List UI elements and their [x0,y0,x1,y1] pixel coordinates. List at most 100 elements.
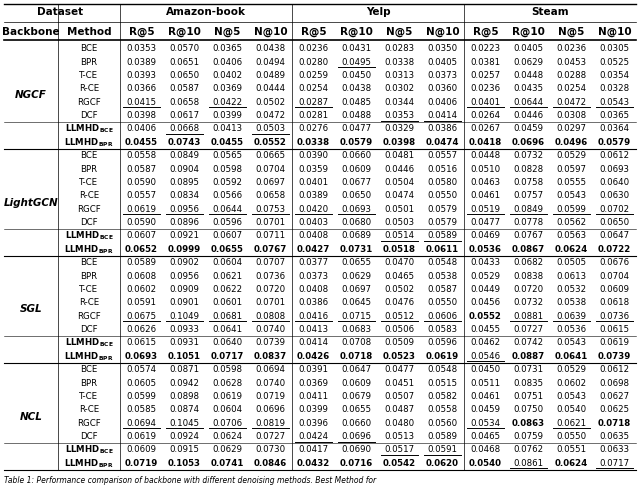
Text: 0.0540: 0.0540 [556,406,587,414]
Text: 0.0381: 0.0381 [470,58,500,66]
Text: 0.0640: 0.0640 [600,178,630,187]
Text: 0.0739: 0.0739 [255,339,285,347]
Text: 0.0633: 0.0633 [600,446,630,454]
Text: N@10: N@10 [253,27,287,37]
Text: 0.0881: 0.0881 [513,312,543,321]
Text: 0.0433: 0.0433 [470,258,500,267]
Text: 0.0468: 0.0468 [470,446,500,454]
Text: 0.0254: 0.0254 [556,84,587,93]
Text: 0.0390: 0.0390 [298,151,328,160]
Text: 0.0808: 0.0808 [255,312,285,321]
Text: 0.0742: 0.0742 [513,339,543,347]
Text: 0.0609: 0.0609 [342,164,371,174]
Text: 0.0598: 0.0598 [212,365,243,374]
Text: 0.0504: 0.0504 [385,178,415,187]
Text: 0.0647: 0.0647 [600,231,630,241]
Text: 0.0583: 0.0583 [428,325,458,334]
Text: 0.0446: 0.0446 [385,164,415,174]
Text: 0.0446: 0.0446 [513,111,543,120]
Text: NGCF: NGCF [15,90,47,101]
Text: 0.0236: 0.0236 [470,84,500,93]
Text: 0.0660: 0.0660 [341,419,372,427]
Text: 0.0507: 0.0507 [385,392,415,401]
Text: 0.0618: 0.0618 [600,298,630,307]
Text: 0.0582: 0.0582 [428,392,458,401]
Text: 0.0369: 0.0369 [298,379,328,387]
Text: 0.0350: 0.0350 [428,44,458,53]
Text: 0.0529: 0.0529 [470,271,500,281]
Text: 0.0736: 0.0736 [255,271,285,281]
Text: 0.0619: 0.0619 [212,392,243,401]
Text: SGL: SGL [20,305,42,314]
Text: 0.0365: 0.0365 [212,44,243,53]
Text: Dataset: Dataset [37,7,83,17]
Text: 0.0665: 0.0665 [255,151,285,160]
Text: 0.0399: 0.0399 [212,111,243,120]
Text: 0.0693: 0.0693 [600,164,630,174]
Text: $\bf{LLMHD}$$_{\bf{BCE}}$: $\bf{LLMHD}$$_{\bf{BCE}}$ [65,337,113,349]
Text: 0.0417: 0.0417 [298,446,328,454]
Text: 0.0543: 0.0543 [556,392,587,401]
Text: 0.0629: 0.0629 [342,271,371,281]
Text: 0.0506: 0.0506 [385,325,415,334]
Text: 0.0519: 0.0519 [470,204,500,214]
Text: 0.0399: 0.0399 [299,406,328,414]
Text: 0.0543: 0.0543 [556,339,587,347]
Text: 0.0359: 0.0359 [298,164,328,174]
Text: $\bf{LLMHD}$$_{\bf{BPR}}$: $\bf{LLMHD}$$_{\bf{BPR}}$ [64,136,114,148]
Text: 0.0283: 0.0283 [385,44,415,53]
Text: 0.0438: 0.0438 [341,84,372,93]
Text: 0.0753: 0.0753 [255,204,285,214]
Text: 0.0741: 0.0741 [211,459,244,468]
Text: 0.0344: 0.0344 [385,98,415,107]
Text: 0.0408: 0.0408 [298,231,328,241]
Text: 0.0655: 0.0655 [341,406,372,414]
Text: 0.0644: 0.0644 [212,204,243,214]
Text: 0.0702: 0.0702 [600,204,630,214]
Text: 0.0837: 0.0837 [254,352,287,361]
Text: 0.0639: 0.0639 [557,312,586,321]
Text: 0.0365: 0.0365 [600,111,630,120]
Text: 0.0901: 0.0901 [170,298,200,307]
Text: 0.0502: 0.0502 [255,98,285,107]
Text: 0.0719: 0.0719 [255,392,285,401]
Text: 0.0904: 0.0904 [170,164,200,174]
Text: 0.0751: 0.0751 [513,392,543,401]
Text: 0.0676: 0.0676 [600,258,630,267]
Text: 0.0587: 0.0587 [170,84,200,93]
Text: 0.0727: 0.0727 [255,432,285,441]
Text: 0.0628: 0.0628 [212,379,243,387]
Text: 0.0505: 0.0505 [556,258,587,267]
Text: 0.0574: 0.0574 [127,365,157,374]
Text: 0.0223: 0.0223 [470,44,500,53]
Text: 0.0716: 0.0716 [340,459,373,468]
Text: 0.0542: 0.0542 [383,459,416,468]
Text: 0.0254: 0.0254 [298,84,328,93]
Text: 0.0589: 0.0589 [428,432,458,441]
Text: 0.0612: 0.0612 [600,151,630,160]
Text: 0.0606: 0.0606 [428,312,458,321]
Text: 0.0444: 0.0444 [255,84,285,93]
Text: LightGCN: LightGCN [4,198,58,207]
Text: 0.0652: 0.0652 [125,245,158,254]
Text: 0.0596: 0.0596 [212,218,243,227]
Text: 0.0449: 0.0449 [470,285,500,294]
Text: 0.0819: 0.0819 [255,419,285,427]
Text: 0.0739: 0.0739 [598,352,631,361]
Text: 0.0503: 0.0503 [255,124,285,133]
Text: 0.0867: 0.0867 [512,245,545,254]
Text: 0.0416: 0.0416 [298,312,328,321]
Text: 0.0455: 0.0455 [211,138,244,147]
Text: 0.0619: 0.0619 [127,432,157,441]
Text: 0.0681: 0.0681 [212,312,243,321]
Text: 0.0525: 0.0525 [600,58,630,66]
Text: 0.0393: 0.0393 [127,71,157,80]
Text: 0.0915: 0.0915 [170,446,200,454]
Text: 0.0625: 0.0625 [600,406,630,414]
Text: 0.0846: 0.0846 [254,459,287,468]
Text: 0.0462: 0.0462 [470,339,500,347]
Text: 0.0834: 0.0834 [170,191,200,200]
Text: N@10: N@10 [598,27,631,37]
Text: 0.0543: 0.0543 [600,98,630,107]
Text: 0.0481: 0.0481 [385,151,415,160]
